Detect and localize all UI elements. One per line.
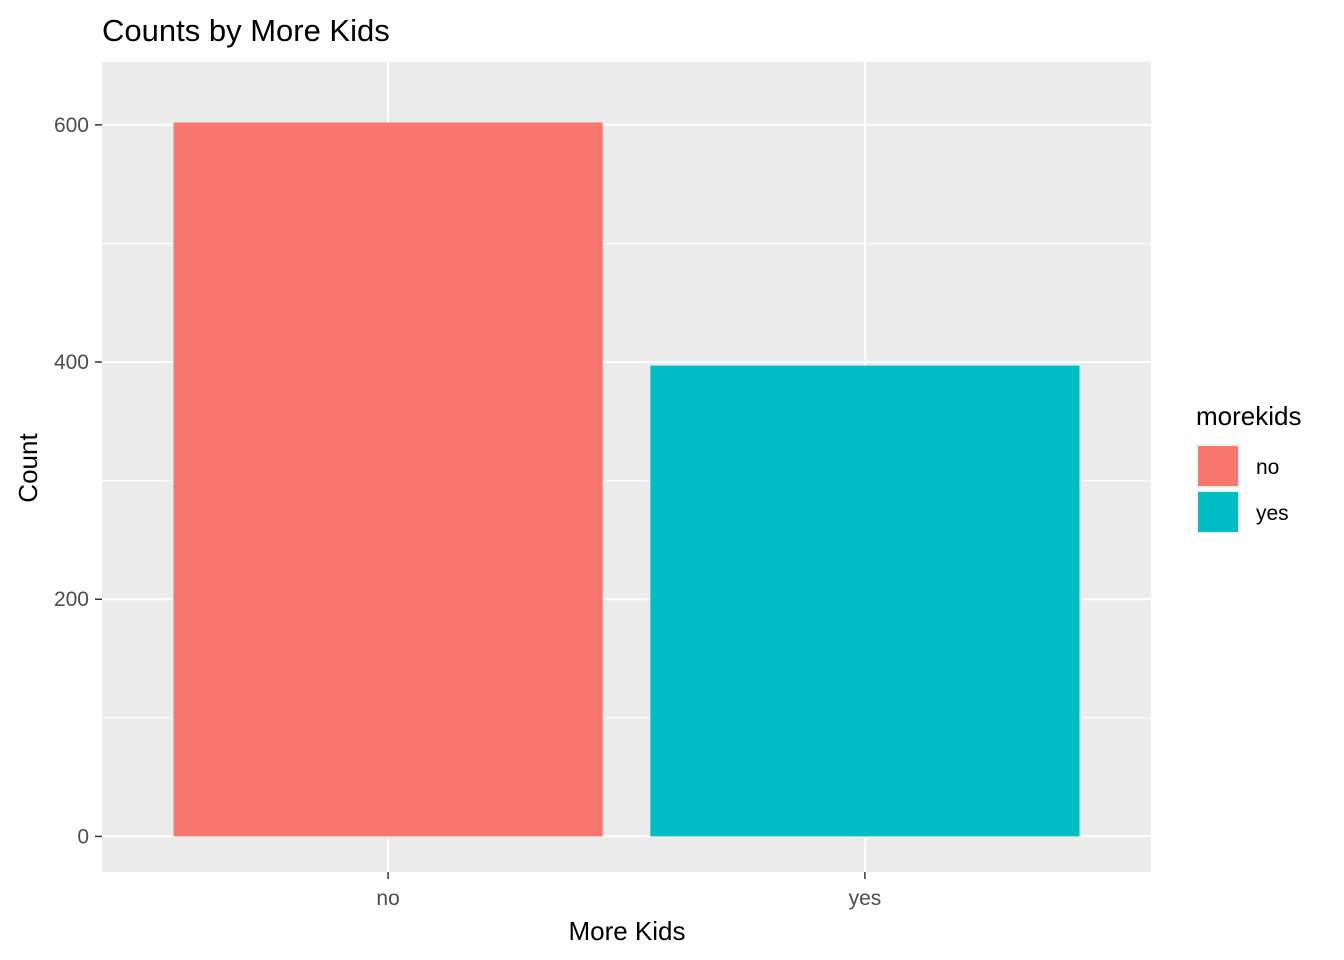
y-tick-label: 600 bbox=[54, 114, 89, 137]
bars bbox=[173, 122, 1080, 837]
bar-yes bbox=[650, 365, 1080, 837]
y-axis: 0 200 400 600 bbox=[54, 114, 102, 848]
x-axis: no yes bbox=[376, 872, 881, 910]
legend-label: yes bbox=[1256, 502, 1289, 525]
x-axis-title: More Kids bbox=[568, 916, 685, 946]
legend-title: morekids bbox=[1196, 401, 1301, 431]
legend-swatch-no bbox=[1198, 446, 1238, 486]
y-tick-label: 400 bbox=[54, 351, 89, 374]
legend-entries: no yes bbox=[1196, 444, 1289, 534]
legend-swatch-yes bbox=[1198, 492, 1238, 532]
x-tick-label: no bbox=[376, 887, 399, 910]
chart-title: Counts by More Kids bbox=[102, 13, 390, 48]
y-tick-label: 200 bbox=[54, 588, 89, 611]
legend: morekids no yes bbox=[1196, 401, 1301, 534]
y-axis-title: Count bbox=[13, 433, 43, 503]
x-tick-label: yes bbox=[849, 887, 882, 910]
bar-no bbox=[173, 122, 603, 837]
legend-label: no bbox=[1256, 456, 1279, 479]
y-tick-label: 0 bbox=[77, 825, 89, 848]
